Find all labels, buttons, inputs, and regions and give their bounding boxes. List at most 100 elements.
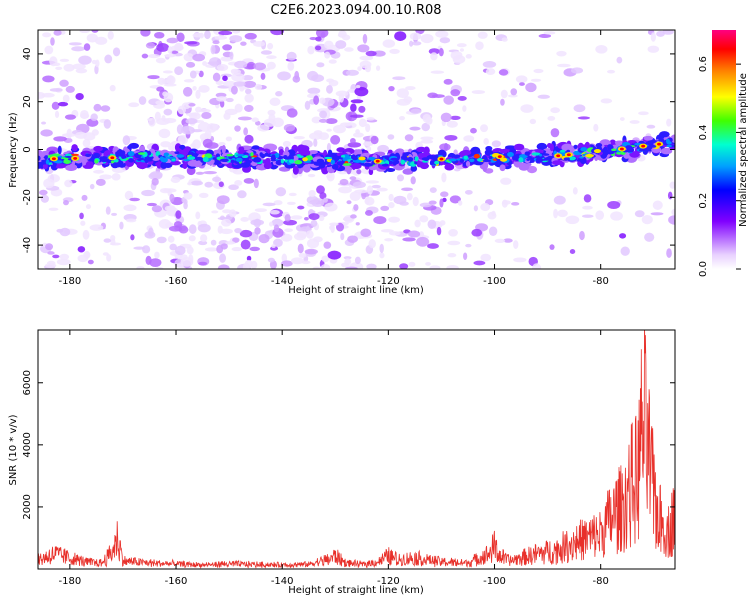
noise-blob: [263, 118, 276, 127]
noise-blob: [583, 194, 592, 203]
noise-blob: [332, 124, 346, 134]
noise-blob: [388, 202, 395, 209]
band-blob: [350, 163, 362, 170]
spectrogram-panel: -180 -160 -140 -120 -100 -80 -40 -20 0 20 40 Heigh…: [8, 29, 676, 296]
noise-blob: [307, 87, 321, 95]
noise-blob: [219, 100, 225, 108]
noise-blob: [229, 51, 234, 60]
x-tick-label: -140: [271, 276, 294, 287]
noise-blob: [146, 202, 157, 207]
noise-blob: [59, 253, 70, 260]
noise-blob: [344, 258, 352, 266]
noise-blob: [573, 104, 586, 113]
noise-blob: [89, 224, 104, 231]
noise-blob: [662, 30, 674, 35]
noise-blob: [283, 219, 297, 226]
noise-blob: [388, 216, 400, 223]
band-blob: [221, 144, 226, 154]
noise-blob: [422, 113, 431, 123]
y-tick-label: 6000: [22, 370, 33, 395]
noise-blob: [253, 62, 267, 71]
band-core: [530, 158, 535, 163]
noise-blob: [130, 234, 135, 241]
noise-blob: [223, 112, 231, 120]
noise-blob: [513, 257, 527, 263]
noise-blob: [266, 61, 276, 70]
noise-blob: [329, 222, 339, 226]
band-core: [473, 153, 480, 159]
noise-blob: [529, 118, 537, 125]
noise-blob: [260, 72, 266, 80]
noise-blob: [345, 266, 358, 269]
band-core: [342, 157, 351, 160]
noise-blob: [326, 85, 333, 94]
noise-blob: [595, 44, 608, 54]
noise-blob: [292, 75, 301, 83]
figure-title: C2E6.2023.094.00.10.R08: [270, 3, 441, 18]
band-blob: [552, 160, 563, 166]
noise-blob: [44, 45, 54, 55]
band-core: [448, 158, 457, 162]
noise-blob: [222, 44, 233, 51]
band-core: [236, 154, 245, 157]
noise-blob: [228, 209, 237, 218]
noise-blob: [216, 195, 230, 205]
noise-blob: [90, 113, 98, 121]
noise-blob: [318, 118, 328, 123]
noise-blob: [183, 79, 195, 83]
noise-blob: [500, 89, 508, 99]
band-blob: [278, 149, 285, 156]
noise-blob: [151, 205, 163, 213]
noise-blob: [231, 85, 238, 95]
noise-blob: [456, 43, 467, 48]
noise-blob: [163, 83, 177, 87]
band-blob: [609, 139, 617, 146]
band-core: [485, 151, 494, 155]
x-tick-label: -80: [593, 576, 609, 587]
noise-blob: [258, 234, 270, 244]
noise-blob: [443, 95, 454, 105]
noise-blob: [105, 206, 111, 215]
noise-blob: [638, 111, 649, 116]
noise-blob: [280, 233, 293, 242]
noise-blob: [338, 186, 352, 194]
noise-blob: [166, 37, 179, 44]
noise-blob: [420, 139, 434, 144]
noise-blob: [666, 118, 672, 127]
band-core: [174, 151, 180, 154]
band-blob: [71, 144, 78, 152]
colorbar: 0.0 0.2 0.4 0.6 Normalized spectral amplitu…: [698, 30, 749, 277]
noise-blob: [219, 215, 225, 221]
noise-blob: [326, 142, 331, 152]
noise-blob: [667, 191, 673, 200]
noise-blob: [240, 239, 251, 250]
noise-blob: [184, 41, 198, 45]
noise-blob: [155, 100, 165, 106]
noise-blob: [420, 136, 434, 141]
band-core: [127, 150, 135, 157]
band-core: [250, 152, 254, 157]
noise-blob: [260, 50, 273, 55]
band-core: [122, 158, 127, 162]
noise-blob: [110, 234, 116, 242]
noise-blob: [233, 81, 246, 87]
band-blob: [536, 142, 548, 151]
band-blob: [517, 162, 525, 167]
band-core: [288, 159, 295, 164]
noise-blob: [231, 72, 245, 82]
noise-blob: [358, 105, 366, 113]
noise-blob: [450, 89, 461, 97]
noise-blob: [494, 238, 506, 243]
noise-blob: [221, 218, 232, 227]
noise-blob: [128, 102, 140, 108]
noise-blob: [111, 212, 118, 216]
band-blob: [549, 143, 554, 152]
noise-blob: [366, 146, 372, 152]
noise-blob: [91, 129, 99, 136]
band-core: [580, 147, 588, 152]
noise-blob: [520, 104, 534, 113]
noise-blob: [277, 71, 291, 81]
spectrogram-xlabel: Height of straight line (km): [288, 285, 424, 296]
noise-blob: [344, 47, 354, 52]
band-core: [368, 156, 376, 161]
